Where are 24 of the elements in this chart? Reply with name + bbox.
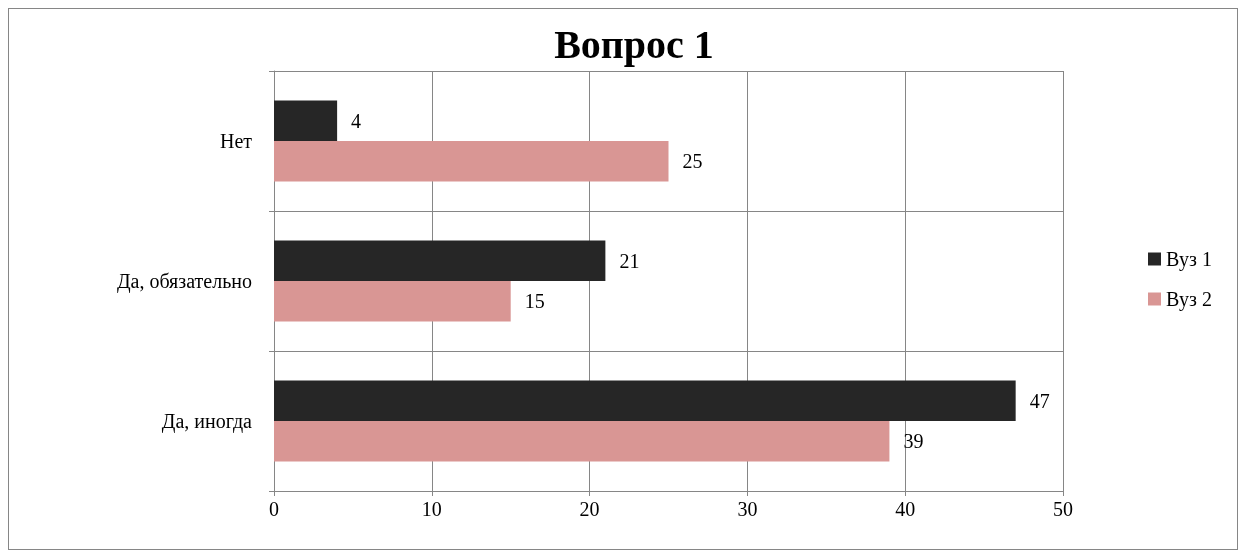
x-tick-label: 50: [1053, 498, 1073, 520]
y-tick-label: Да, иногда: [161, 410, 253, 433]
x-tick-label: 10: [421, 498, 442, 520]
data-label: 4: [351, 109, 362, 132]
data-label: 47: [1029, 389, 1050, 412]
bar: [274, 380, 1016, 421]
y-tick-label: Нет: [219, 130, 253, 152]
bar: [274, 240, 606, 281]
x-tick-label: 0: [269, 498, 279, 520]
x-tick-label: 30: [737, 498, 758, 520]
x-tick-label: 40: [895, 498, 916, 520]
data-label: 39: [903, 430, 924, 453]
bar: [274, 100, 338, 141]
bar: [274, 421, 890, 462]
data-label: 21: [619, 249, 640, 272]
bar: [274, 281, 511, 322]
y-tick-label: Да, обязательно: [116, 270, 252, 293]
data-label: 25: [682, 150, 703, 173]
bar: [274, 141, 669, 182]
data-label: 15: [524, 290, 545, 313]
legend-label: Вуз 1: [1166, 248, 1213, 271]
legend-label: Вуз 2: [1166, 288, 1213, 311]
chart-title: Вопрос 1: [554, 21, 714, 67]
x-tick-label: 20: [579, 498, 600, 520]
